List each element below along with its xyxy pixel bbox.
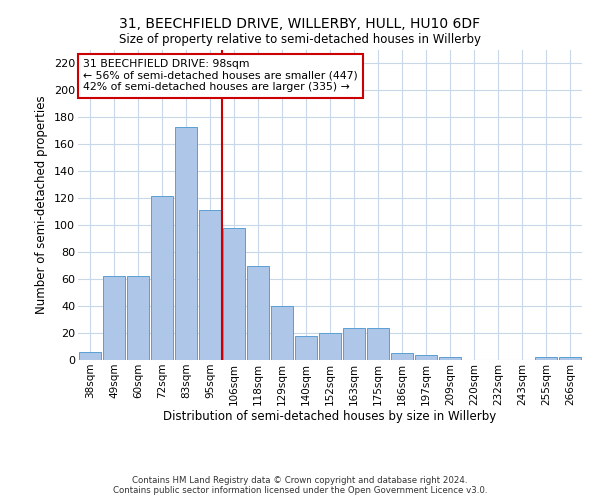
Bar — [367, 328, 389, 360]
Bar — [79, 352, 101, 360]
Bar — [247, 266, 269, 360]
Bar — [271, 306, 293, 360]
Bar — [223, 228, 245, 360]
Text: 31, BEECHFIELD DRIVE, WILLERBY, HULL, HU10 6DF: 31, BEECHFIELD DRIVE, WILLERBY, HULL, HU… — [119, 18, 481, 32]
Bar — [343, 328, 365, 360]
Bar — [175, 127, 197, 360]
Text: 31 BEECHFIELD DRIVE: 98sqm
← 56% of semi-detached houses are smaller (447)
42% o: 31 BEECHFIELD DRIVE: 98sqm ← 56% of semi… — [83, 60, 358, 92]
Bar — [391, 354, 413, 360]
Y-axis label: Number of semi-detached properties: Number of semi-detached properties — [35, 96, 49, 314]
Text: Size of property relative to semi-detached houses in Willerby: Size of property relative to semi-detach… — [119, 32, 481, 46]
X-axis label: Distribution of semi-detached houses by size in Willerby: Distribution of semi-detached houses by … — [163, 410, 497, 424]
Bar — [535, 358, 557, 360]
Bar — [151, 196, 173, 360]
Bar — [199, 210, 221, 360]
Text: Contains HM Land Registry data © Crown copyright and database right 2024.
Contai: Contains HM Land Registry data © Crown c… — [113, 476, 487, 495]
Bar — [103, 276, 125, 360]
Bar — [559, 358, 581, 360]
Bar — [319, 333, 341, 360]
Bar — [415, 354, 437, 360]
Bar — [127, 276, 149, 360]
Bar — [295, 336, 317, 360]
Bar — [439, 358, 461, 360]
